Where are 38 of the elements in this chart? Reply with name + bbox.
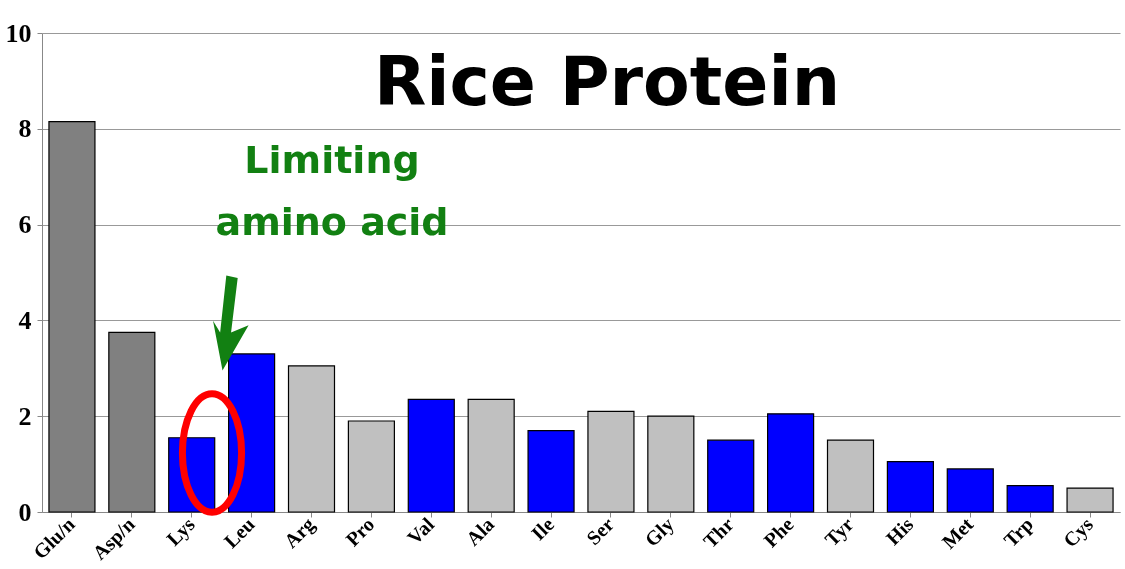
- x-tick-label: Leu: [219, 513, 259, 553]
- bar: [587, 410, 635, 513]
- x-tick-label: Pro: [341, 513, 379, 551]
- y-tick-label: 2: [18, 401, 32, 431]
- bar: [347, 420, 395, 513]
- y-tick-label: 6: [18, 210, 32, 240]
- x-tick-label: Tyr: [820, 512, 859, 552]
- x-tick-label: His: [881, 512, 918, 550]
- bar: [707, 439, 755, 513]
- y-tick-label: 8: [18, 114, 32, 144]
- bar: [527, 429, 575, 513]
- bar: [647, 415, 695, 513]
- x-tick-label: Phe: [759, 512, 798, 552]
- x-tick-label: Arg: [279, 513, 320, 553]
- annotation: Limiting amino acid: [215, 138, 449, 244]
- x-tick-label: Ala: [461, 513, 499, 550]
- bar: [467, 398, 515, 513]
- bar: [1006, 485, 1054, 513]
- bar: [946, 468, 994, 513]
- x-tick-label: Cys: [1058, 512, 1098, 553]
- x-tick-label: Ile: [526, 512, 559, 545]
- x-tick-label: Thr: [698, 512, 738, 553]
- x-tick-label: Val: [402, 512, 439, 549]
- x-tick-label: Trp: [999, 513, 1038, 552]
- y-tick-label: 10: [5, 18, 32, 48]
- bar: [1066, 487, 1114, 513]
- bar: [407, 398, 455, 513]
- bar: [886, 461, 934, 513]
- x-tick-label: Lys: [162, 512, 200, 551]
- bar: [287, 365, 336, 513]
- y-tick-label: 4: [18, 305, 32, 335]
- y-tick-label: 0: [18, 497, 32, 527]
- chart-title: Rice Protein: [373, 42, 841, 121]
- x-tick-label: Ser: [582, 512, 619, 549]
- x-tick-label: Gly: [640, 513, 679, 552]
- bar: [767, 413, 815, 513]
- x-tick-label: Met: [937, 512, 978, 553]
- bar: [826, 439, 875, 513]
